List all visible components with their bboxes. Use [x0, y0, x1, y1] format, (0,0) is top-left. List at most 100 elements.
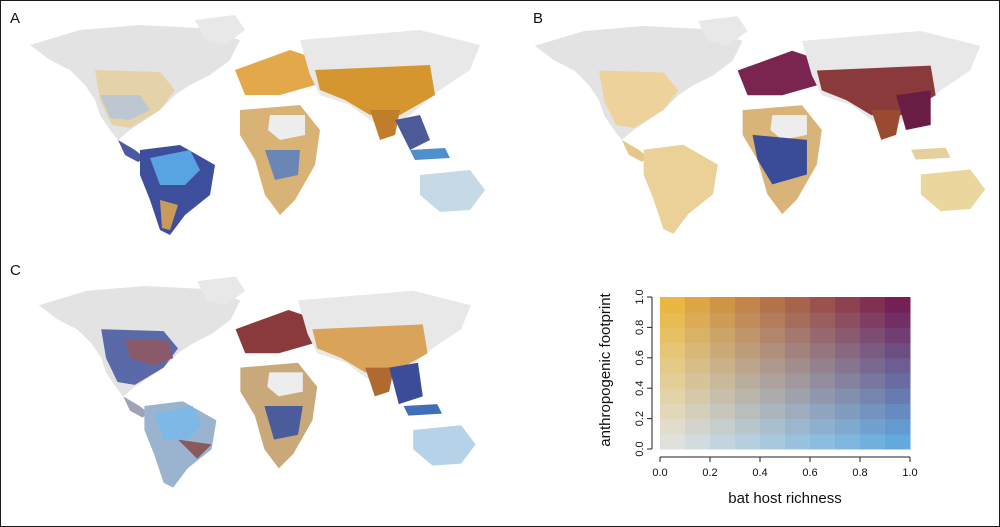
legend-cell: [885, 388, 911, 404]
legend-cell: [710, 418, 736, 435]
world-map-c: [38, 276, 476, 488]
legend-cell: [710, 327, 736, 344]
legend-cell: [685, 297, 711, 313]
legend-cell: [885, 342, 911, 359]
legend-y-tick-label: 0.6: [634, 350, 646, 365]
legend-cell: [785, 357, 811, 374]
legend-cell: [835, 342, 861, 359]
legend-cell: [860, 342, 886, 359]
central-america: [118, 140, 145, 162]
legend-cell: [685, 388, 711, 404]
legend-y-label: anthropogenic footprint: [597, 292, 614, 446]
legend-cell: [685, 342, 711, 359]
legend-cell: [760, 388, 786, 404]
legend-cell: [835, 388, 861, 404]
legend-cell: [685, 433, 711, 450]
legend-cell: [835, 297, 861, 313]
legend-x-tick-label: 0.4: [752, 467, 767, 479]
legend-cell: [685, 312, 711, 328]
legend-cell: [810, 297, 836, 313]
world-map-b: [534, 16, 986, 234]
legend-x-tick-label: 0.0: [652, 467, 667, 479]
legend-cell: [660, 312, 686, 328]
legend-cell: [785, 312, 811, 328]
legend-cell: [860, 357, 886, 374]
legend-cell: [760, 342, 786, 359]
legend-cell: [660, 403, 686, 420]
legend-cell: [885, 312, 911, 328]
legend-cell: [860, 373, 886, 389]
legend-cell: [685, 357, 711, 374]
legend-cell: [760, 433, 786, 450]
legend-cell: [685, 403, 711, 420]
legend-cell: [660, 297, 686, 313]
legend-color-grid: [660, 297, 911, 450]
legend-cell: [860, 297, 886, 313]
legend-cell: [835, 327, 861, 344]
legend-cell: [735, 297, 761, 313]
greenland: [195, 15, 245, 45]
legend-cell: [660, 418, 686, 435]
legend-cell: [760, 327, 786, 344]
legend-cell: [710, 403, 736, 420]
legend-cell: [810, 312, 836, 328]
legend-cell: [785, 327, 811, 344]
legend-cell: [760, 357, 786, 374]
landmass-group-a: [30, 15, 485, 235]
legend-cell: [835, 418, 861, 435]
legend-cell: [735, 418, 761, 435]
legend-cell: [810, 327, 836, 344]
legend-x-tick-label: 0.8: [852, 467, 867, 479]
legend-cell: [810, 403, 836, 420]
legend-y-tick-label: 0.4: [634, 381, 646, 396]
legend-x-label: bat host richness: [728, 490, 841, 507]
legend-cell: [860, 403, 886, 420]
world-map-a: [30, 15, 485, 235]
legend-cell: [885, 433, 911, 450]
indonesia: [410, 148, 450, 160]
legend-cell: [760, 373, 786, 389]
legend-cell: [735, 373, 761, 389]
legend-cell: [710, 388, 736, 404]
legend-cell: [660, 342, 686, 359]
legend-cell: [710, 433, 736, 450]
legend-cell: [810, 342, 836, 359]
australia: [420, 170, 485, 212]
europe: [235, 50, 320, 95]
legend-cell: [860, 388, 886, 404]
legend-cell: [835, 433, 861, 450]
legend-cell: [660, 388, 686, 404]
legend-cell: [885, 357, 911, 374]
legend-cell: [710, 297, 736, 313]
legend-cell: [785, 418, 811, 435]
legend-cell: [685, 373, 711, 389]
legend-cell: [760, 297, 786, 313]
legend-cell: [710, 373, 736, 389]
legend-cell: [885, 297, 911, 313]
legend-y-tick-label: 0.8: [634, 320, 646, 335]
legend-cell: [860, 418, 886, 435]
legend-cell: [860, 312, 886, 328]
legend-cell: [735, 388, 761, 404]
legend-cell: [810, 418, 836, 435]
legend-cell: [810, 357, 836, 374]
bivariate-legend: 0.0 0.2 0.4 0.6 0.8 1.0 0.0 0.2 0.4 0.6 0.8 1.0 bat…: [597, 289, 918, 507]
legend-cell: [785, 373, 811, 389]
legend-cell: [835, 403, 861, 420]
legend-cell: [785, 403, 811, 420]
legend-x-tick-label: 1.0: [902, 467, 917, 479]
legend-y-tick-label: 0.0: [634, 441, 646, 456]
legend-cell: [660, 327, 686, 344]
legend-x-tick-label: 0.2: [702, 467, 717, 479]
legend-y-tick-label: 0.2: [634, 411, 646, 426]
legend-cell: [885, 403, 911, 420]
legend-cell: [810, 433, 836, 450]
legend-cell: [735, 403, 761, 420]
landmass-group-c: [38, 276, 476, 488]
legend-cell: [760, 312, 786, 328]
legend-cell: [785, 433, 811, 450]
legend-cell: [685, 327, 711, 344]
panel-label-a: A: [10, 10, 21, 27]
legend-cell: [710, 342, 736, 359]
legend-cell: [735, 327, 761, 344]
